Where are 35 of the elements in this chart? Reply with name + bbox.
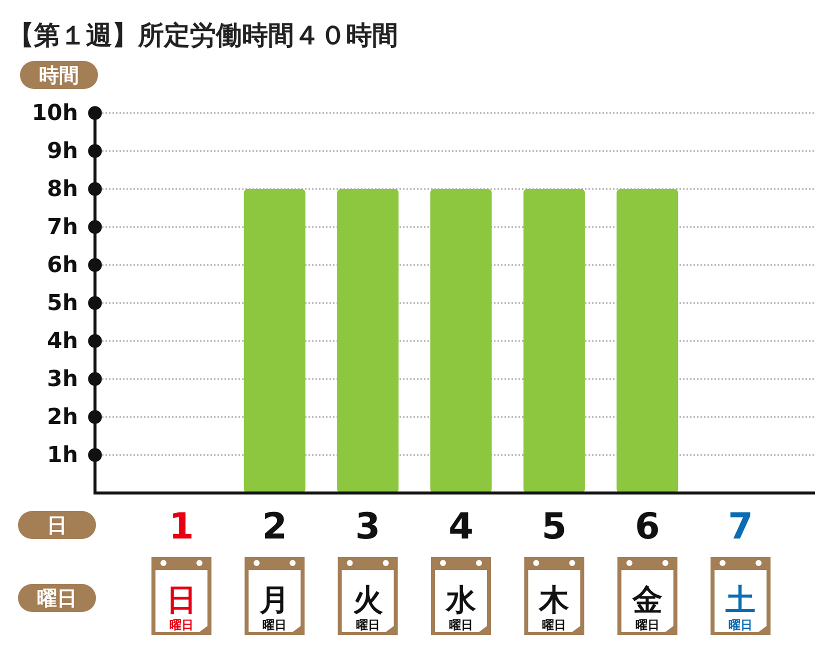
text: 金: [631, 583, 662, 618]
y-tick-label: 6h: [47, 253, 78, 278]
text: 土: [724, 583, 756, 618]
x-tick-label: 4: [448, 506, 474, 548]
chart-title: 【第１週】所定労働時間４０時間: [8, 21, 398, 51]
x-tick-label: 7: [728, 506, 754, 548]
text: 曜日: [169, 618, 194, 632]
text: 曜日: [542, 618, 566, 632]
text: 曜日: [262, 618, 287, 632]
x-tick-label: 6: [634, 506, 660, 548]
y-tick-label: 7h: [47, 215, 78, 240]
y-tick-label: 2h: [47, 405, 78, 430]
text: 曜日: [449, 618, 473, 632]
text: 水: [445, 583, 477, 618]
y-tick-label: 8h: [47, 177, 78, 202]
text: 月: [258, 583, 290, 618]
x-tick-label: 5: [542, 506, 567, 548]
y-tick-label: 5h: [47, 291, 78, 316]
text: 曜日: [37, 586, 77, 610]
text: 日: [166, 583, 196, 618]
text: 曜日: [356, 618, 380, 632]
x-tick-label: 2: [262, 506, 288, 548]
text: 火: [352, 583, 383, 618]
text: 曜日: [728, 618, 753, 632]
y-tick-label: 3h: [47, 367, 78, 392]
text: 木: [538, 583, 570, 618]
y-tick-label: 10h: [32, 101, 78, 126]
y-tick-label: 1h: [47, 443, 78, 468]
y-axis-title: 時間: [39, 63, 79, 88]
text: 曜日: [635, 618, 660, 632]
x-tick-label: 1: [168, 506, 194, 548]
x-tick-label: 3: [355, 506, 380, 548]
y-tick-label: 4h: [47, 329, 78, 354]
x-axis-title: 日: [47, 513, 67, 538]
y-tick-label: 9h: [47, 139, 78, 164]
